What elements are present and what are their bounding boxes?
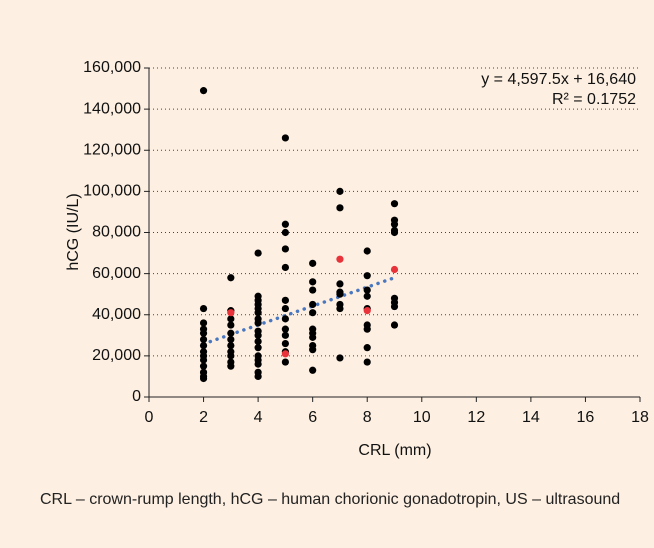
- point: [227, 321, 235, 329]
- x-tick-label: 0: [145, 409, 154, 426]
- point: [336, 354, 344, 362]
- point: [254, 337, 262, 346]
- point: [390, 220, 399, 228]
- point: [363, 307, 371, 315]
- point: [363, 325, 371, 333]
- point: [363, 247, 371, 255]
- point: [254, 360, 262, 368]
- point: [309, 300, 317, 309]
- y-tick-label: 0: [132, 388, 141, 405]
- point: [281, 339, 289, 348]
- point: [336, 204, 344, 212]
- x-tick-label: 4: [254, 409, 263, 426]
- y-tick-label: 40,000: [92, 306, 141, 323]
- x-tick-label: 10: [413, 409, 431, 426]
- point: [281, 263, 289, 272]
- x-tick-label: 16: [577, 409, 595, 426]
- point: [227, 329, 235, 337]
- point: [199, 87, 208, 95]
- x-tick-label: 14: [522, 409, 540, 426]
- point: [199, 341, 208, 350]
- point: [199, 319, 208, 327]
- point: [254, 344, 262, 352]
- equation: y = 4,597.5x + 16,640: [481, 71, 636, 88]
- point: [363, 292, 371, 300]
- point: [336, 280, 344, 288]
- y-tick-label: 60,000: [92, 265, 141, 282]
- x-tick-label: 12: [467, 409, 485, 426]
- point: [281, 304, 289, 313]
- point: [281, 220, 289, 228]
- point: [281, 228, 289, 237]
- r-squared: R² = 0.1752: [552, 91, 636, 108]
- point: [390, 321, 399, 329]
- x-tick-label: 6: [308, 409, 317, 426]
- point: [281, 245, 289, 253]
- point: [336, 290, 344, 298]
- point: [227, 335, 235, 344]
- caption: CRL – crown-rump length, hCG – human cho…: [40, 491, 621, 508]
- y-tick-label: 100,000: [83, 183, 141, 200]
- point: [199, 374, 208, 383]
- point: [363, 272, 371, 280]
- x-tick-label: 18: [631, 409, 649, 426]
- point: [281, 350, 289, 358]
- y-tick-label: 140,000: [83, 100, 141, 117]
- point: [309, 278, 317, 286]
- y-tick-label: 20,000: [92, 347, 141, 364]
- point: [309, 346, 317, 354]
- trendline: [201, 275, 397, 346]
- point: [254, 319, 262, 327]
- point: [309, 309, 317, 317]
- x-tick-label: 2: [199, 409, 208, 426]
- point: [227, 362, 235, 370]
- point: [336, 304, 344, 313]
- point: [227, 352, 235, 360]
- point: [281, 331, 289, 339]
- point: [199, 304, 208, 313]
- point: [309, 333, 317, 341]
- point: [199, 335, 208, 344]
- point: [390, 265, 399, 274]
- point: [336, 255, 344, 263]
- point: [281, 315, 289, 323]
- point: [227, 341, 235, 350]
- point: [309, 259, 317, 267]
- point: [309, 366, 317, 374]
- point: [227, 274, 235, 282]
- y-tick-label: 160,000: [83, 59, 141, 76]
- y-axis-label: hCG (IU/L): [65, 193, 82, 270]
- point: [281, 325, 289, 333]
- point: [199, 356, 208, 364]
- point: [254, 309, 262, 317]
- point: [363, 344, 371, 352]
- point: [309, 286, 317, 294]
- point: [199, 362, 208, 370]
- point: [363, 358, 371, 366]
- point: [254, 331, 262, 339]
- point: [336, 187, 344, 195]
- point: [363, 286, 371, 294]
- point: [281, 358, 289, 366]
- y-tick-label: 120,000: [83, 141, 141, 158]
- x-axis-label: CRL (mm): [358, 442, 431, 459]
- point: [390, 200, 399, 208]
- point: [227, 315, 235, 323]
- point: [227, 309, 235, 317]
- point: [390, 228, 399, 237]
- point: [390, 302, 399, 311]
- point: [281, 134, 289, 142]
- y-tick-label: 80,000: [92, 224, 141, 241]
- point: [254, 372, 262, 381]
- point: [254, 249, 262, 257]
- point: [199, 329, 208, 337]
- point: [281, 296, 289, 304]
- x-tick-label: 8: [363, 409, 372, 426]
